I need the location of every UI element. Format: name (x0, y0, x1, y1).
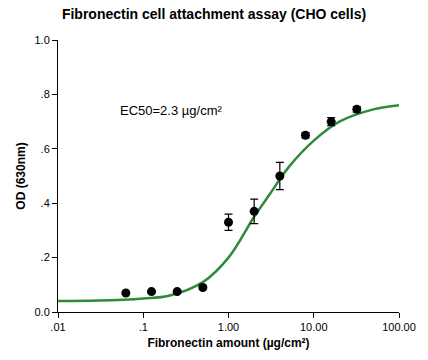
svg-text:OD (630nm): OD (630nm) (14, 142, 28, 209)
svg-text:.8: .8 (41, 88, 50, 100)
svg-text:.1: .1 (139, 321, 148, 333)
svg-text:Fibronectin cell attachment as: Fibronectin cell attachment assay (CHO c… (62, 6, 366, 22)
svg-text:100.00: 100.00 (382, 321, 416, 333)
svg-text:.01: .01 (50, 321, 65, 333)
svg-text:.2: .2 (41, 251, 50, 263)
svg-text:1.00: 1.00 (218, 321, 239, 333)
svg-text:0.0: 0.0 (35, 306, 50, 318)
svg-text:1.0: 1.0 (35, 34, 50, 46)
svg-text:10.00: 10.00 (300, 321, 328, 333)
svg-text:EC50=2.3 µg/cm²: EC50=2.3 µg/cm² (120, 103, 222, 118)
svg-text:.4: .4 (41, 197, 50, 209)
svg-text:Fibronectin amount (µg/cm²): Fibronectin amount (µg/cm²) (147, 336, 309, 350)
svg-text:.6: .6 (41, 143, 50, 155)
